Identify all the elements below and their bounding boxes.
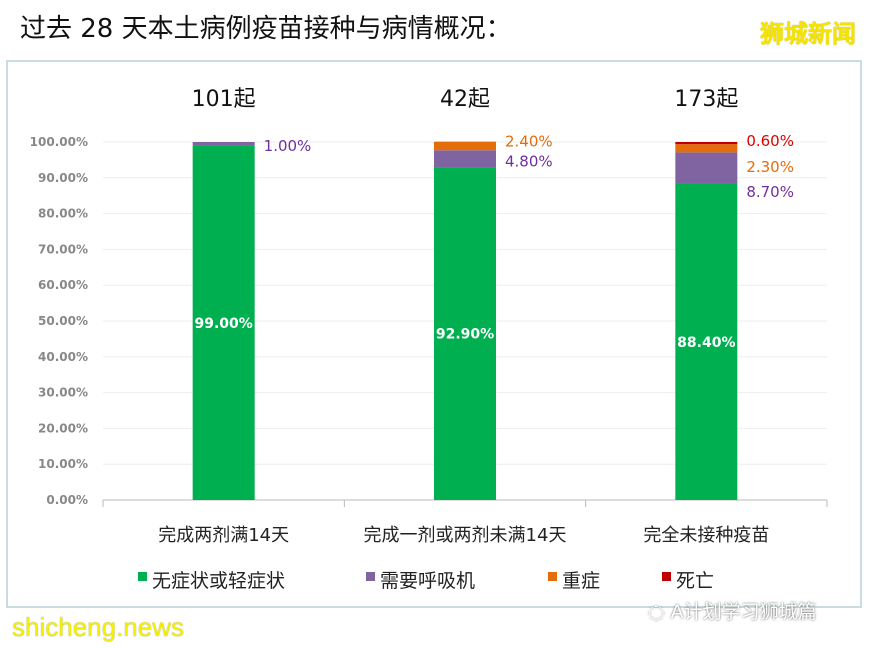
brand-logo: 狮城新闻 <box>760 20 856 48</box>
y-tick-label: 20.00% <box>38 421 88 435</box>
bar-segment <box>675 183 738 500</box>
y-tick-label: 30.00% <box>38 386 88 400</box>
x-tick-label: 完成两剂满14天 <box>158 525 289 546</box>
x-tick-label: 完成一剂或两剂未满14天 <box>364 525 567 546</box>
data-label: 4.80% <box>505 153 553 171</box>
data-label: 99.00% <box>195 316 253 332</box>
data-label: 0.60% <box>746 132 794 150</box>
legend-label: 需要呼吸机 <box>380 570 475 592</box>
page-title: 过去 28 天本土病例疫苗接种与病情概况： <box>20 14 512 44</box>
bar-segment <box>675 144 738 153</box>
bar-segment <box>434 150 496 168</box>
legend-swatch <box>548 572 557 581</box>
y-tick-label: 100.00% <box>30 135 88 149</box>
data-label: 8.70% <box>746 183 794 201</box>
data-label: 88.40% <box>677 335 735 351</box>
wechat-text: A计划学习狮城篇 <box>670 601 817 623</box>
y-tick-label: 40.00% <box>38 350 88 364</box>
bar-segment <box>192 142 255 146</box>
y-tick-label: 70.00% <box>38 242 88 256</box>
y-tick-label: 80.00% <box>38 207 88 221</box>
total-label: 101起 <box>192 87 256 112</box>
data-label: 2.40% <box>505 133 553 151</box>
legend-swatch <box>662 572 671 581</box>
legend-label: 无症状或轻症状 <box>152 570 285 592</box>
y-tick-label: 10.00% <box>38 457 88 471</box>
bar-segment <box>675 152 738 184</box>
bar-segment <box>434 141 496 151</box>
data-label: 2.30% <box>746 158 794 176</box>
bar-segment <box>675 142 738 145</box>
site-watermark: shicheng.news <box>12 612 184 642</box>
wechat-icon: ◌ <box>648 601 671 623</box>
y-tick-label: 50.00% <box>38 314 88 328</box>
y-tick-label: 0.00% <box>46 493 88 507</box>
legend-label: 重症 <box>562 570 600 592</box>
wechat-watermark: ◌ A计划学习狮城篇 <box>648 597 817 624</box>
y-tick-label: 60.00% <box>38 278 88 292</box>
data-label: 1.00% <box>264 137 312 155</box>
bar-segment <box>434 167 496 500</box>
legend-swatch <box>138 572 147 581</box>
total-label: 42起 <box>440 87 490 112</box>
total-label: 173起 <box>674 87 738 112</box>
y-tick-label: 90.00% <box>38 171 88 185</box>
legend-label: 死亡 <box>676 570 714 592</box>
chart-frame <box>6 60 862 608</box>
legend-swatch <box>366 572 375 581</box>
x-tick-label: 完全未接种疫苗 <box>643 525 769 546</box>
data-label: 92.90% <box>436 327 494 343</box>
bar-segment <box>192 145 255 500</box>
